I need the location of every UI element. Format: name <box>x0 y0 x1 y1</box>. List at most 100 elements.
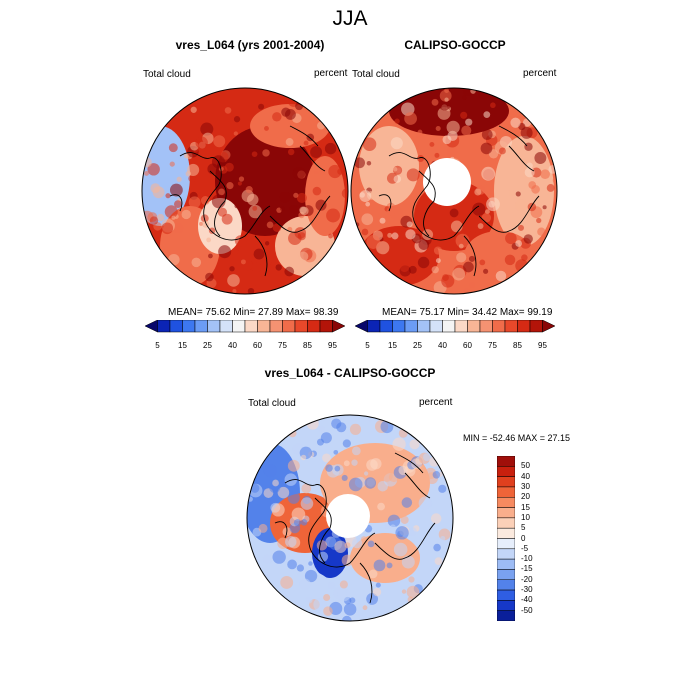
cloud-field-region <box>396 227 402 234</box>
colorbar-panel-2-strip <box>354 319 556 333</box>
colorbar-swatch <box>467 319 481 333</box>
coastline <box>299 145 326 172</box>
cloud-field-region <box>169 161 175 167</box>
cloud-field-region <box>546 184 555 192</box>
cloud-field-region <box>521 254 528 261</box>
colorbar-swatch <box>479 319 493 333</box>
colorbar-swatch <box>517 319 531 333</box>
cloud-field-region <box>171 215 176 220</box>
cloud-field-region <box>250 483 260 493</box>
cloud-field-region <box>392 571 398 576</box>
cloud-field-region <box>423 453 431 462</box>
colorbar-swatch <box>367 319 381 333</box>
cloud-field-region <box>169 183 183 197</box>
cloud-field-region <box>293 519 302 527</box>
coastline <box>169 194 183 212</box>
colorbar-tick-label: 40 <box>521 471 530 481</box>
coastline <box>478 195 540 233</box>
cloud-field-region <box>484 209 490 215</box>
cloud-field-region <box>233 131 238 136</box>
cloud-field-region <box>408 576 415 583</box>
cloud-field-region <box>462 95 467 101</box>
cloud-field-region <box>168 143 178 153</box>
cloud-field-region <box>517 224 525 231</box>
colorbar-swatch <box>194 319 208 333</box>
coastline <box>314 497 332 564</box>
cloud-field-region <box>456 252 467 263</box>
panel-1-stats: MEAN= 75.62 Min= 27.89 Max= 98.39 <box>168 307 339 318</box>
cloud-field-region <box>351 459 358 466</box>
cloud-field-region <box>183 153 189 159</box>
cloud-field-region <box>479 259 486 266</box>
colorbar-tick-label: 15 <box>178 341 187 350</box>
colorbar-swatch <box>542 319 556 333</box>
cloud-field-region <box>316 540 328 551</box>
cloud-field-region <box>308 561 313 566</box>
cloud-field-region <box>337 588 351 602</box>
cloud-field-region <box>253 248 265 260</box>
cloud-field-region <box>488 200 496 208</box>
cloud-field-region <box>477 223 484 229</box>
cloud-field-region <box>379 217 386 224</box>
panel-2-polar-map <box>350 87 558 295</box>
cloud-field-region <box>231 247 239 255</box>
colorbar-tick-label: 95 <box>538 341 547 350</box>
cloud-field-region <box>463 261 474 273</box>
cloud-field-region <box>271 503 285 517</box>
colorbar-tick-label: 25 <box>413 341 422 350</box>
cloud-field-region <box>343 603 357 616</box>
colorbar-swatch <box>354 319 368 333</box>
colorbar-tick-label: 95 <box>328 341 337 350</box>
cloud-field-region <box>161 222 174 235</box>
colorbar-tick-label: 85 <box>513 341 522 350</box>
cloud-field-region <box>299 206 307 214</box>
cloud-field-region <box>349 423 362 435</box>
cloud-field-region <box>221 213 233 225</box>
cloud-field-region <box>399 263 410 273</box>
cloud-field-region <box>472 202 486 216</box>
cloud-field-region <box>334 465 341 472</box>
colorbar-swatch <box>496 486 516 498</box>
cloud-field-region <box>272 223 282 233</box>
cloud-field-region <box>404 112 417 125</box>
cloud-field-region <box>461 125 472 136</box>
cloud-field-region <box>298 251 309 262</box>
cloud-field-region <box>348 477 363 492</box>
cloud-field-region <box>251 262 262 273</box>
cloud-field-region <box>287 491 300 504</box>
colorbar-tick-label: 10 <box>521 512 530 522</box>
colorbar-swatch <box>307 319 321 333</box>
cloud-field-region <box>195 136 208 149</box>
cloud-field-region <box>408 265 417 274</box>
cloud-field-region <box>320 432 332 444</box>
cloud-field-region <box>252 205 258 211</box>
cloud-field-region <box>292 166 306 180</box>
cloud-field-region <box>400 515 409 524</box>
cloud-field-region <box>351 537 363 549</box>
cloud-field-region <box>434 557 443 566</box>
panel-2-right-label: percent <box>523 68 557 79</box>
cloud-field-region <box>523 234 533 244</box>
cloud-field-region <box>317 425 326 433</box>
cloud-field-region <box>284 473 298 486</box>
cloud-field-region <box>287 459 300 472</box>
cloud-field-region <box>315 199 327 211</box>
cloud-field-region <box>368 569 378 579</box>
colorbar-swatch <box>442 319 456 333</box>
colorbar-tick-label: 5 <box>365 341 370 350</box>
cloud-field-region <box>319 168 327 176</box>
cloud-field-region <box>393 175 402 183</box>
colorbar-swatch <box>244 319 258 333</box>
cloud-field-region <box>234 203 240 209</box>
cloud-field-region <box>226 182 234 190</box>
cloud-field-region <box>264 126 269 131</box>
cloud-field-region <box>483 268 489 274</box>
cloud-field-region <box>312 186 322 196</box>
cloud-field-region <box>418 239 430 250</box>
cloud-field-region <box>343 460 350 467</box>
colorbar-tick-label: 50 <box>521 461 530 471</box>
cloud-field-region <box>508 189 515 196</box>
cloud-field-region <box>438 484 447 493</box>
cloud-field-region <box>224 107 232 114</box>
cloud-field-region <box>339 580 348 589</box>
